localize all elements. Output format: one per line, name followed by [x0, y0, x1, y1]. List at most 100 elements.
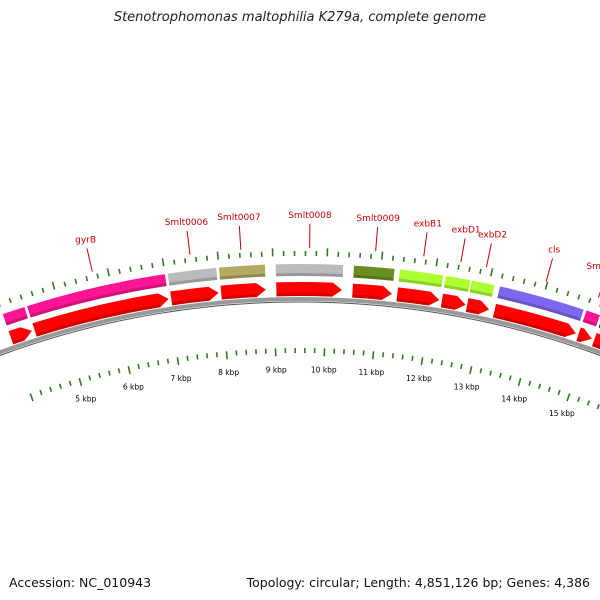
scale-labels: 5 kbp 6 kbp 7 kbp 8 kbp 9 kbp 10 kbp 11 kbp 12 … [75, 365, 575, 418]
gene-cls-feature-shade [497, 295, 581, 321]
inner-tick [78, 377, 83, 387]
inner-tick [420, 357, 424, 366]
inner-tick [499, 372, 502, 379]
inner-tick [372, 351, 375, 360]
inner-tick [508, 375, 512, 381]
gene-exbd2-label: exbD2 [478, 231, 507, 241]
inner-tick [137, 363, 140, 370]
gene-labels: gyrB Smlt0006 Smlt0007 Smlt0008 Smlt0009 exbB… [75, 211, 600, 298]
scale-label-5kbp: 5 kbp [75, 394, 96, 403]
inner-tick [88, 375, 92, 381]
gene-smlt0006-feature [167, 267, 218, 286]
inner-tick [547, 386, 551, 392]
gene-smlt0008-cds-shade [276, 293, 333, 297]
outer-tick [151, 262, 154, 269]
outer-tick [402, 256, 405, 262]
inner-tick [528, 380, 532, 386]
gene-gyrb-cds-arrow [32, 293, 169, 337]
gene-smlt0008-cds-arrow [276, 282, 343, 297]
outer-tick [500, 273, 504, 279]
outer-tick [63, 281, 67, 287]
gene-exbd1-feature-shade [444, 284, 469, 292]
scale-label-9kbp: 9 kbp [266, 365, 287, 374]
inner-tick [147, 362, 150, 368]
inner-tick [156, 360, 160, 366]
gene-smlt0009-leader [375, 227, 379, 252]
gene-unlabeled-0-cds-shade [12, 337, 25, 345]
gene-smlt0008-feature-shade [275, 273, 343, 278]
outer-tick [490, 268, 494, 277]
scale-label-8kbp: 8 kbp [218, 368, 239, 377]
inner-tick [176, 357, 180, 366]
outer-tick [511, 276, 515, 282]
gene-exbb1-feature [398, 269, 444, 288]
gene-smlt0007-feature-shade [219, 273, 266, 280]
outer-tick [106, 268, 110, 277]
map-title: Stenotrophomonas maltophilia K279a, comp… [113, 10, 487, 25]
inner-tick [577, 396, 581, 402]
inner-tick [411, 355, 414, 361]
inner-tick [39, 389, 43, 396]
outer-tick [424, 259, 427, 265]
outer-tick [533, 281, 537, 287]
outer-tick [41, 287, 45, 293]
gene-exbd2-leader [485, 243, 492, 268]
gene-exbb1-cds-shade [396, 298, 430, 306]
gene-cls-cds-shade [492, 314, 566, 337]
gene-smlt0014-label: Smlt0014 [586, 262, 600, 272]
gene-cls-label: cls [548, 246, 560, 256]
gene-unlabeled-11-cds-shade [591, 343, 600, 350]
outer-tick [85, 276, 89, 282]
outer-tick [391, 255, 395, 261]
inner-tick [479, 368, 483, 374]
outer-tick [173, 259, 176, 265]
inner-tick [440, 360, 444, 366]
gene-smlt0009-feature-shade [353, 274, 394, 281]
outer-tick [435, 258, 439, 267]
gene-cls-leader [545, 258, 554, 282]
gene-smlt0007-cds-shade [221, 294, 257, 300]
gene-exbd1-cds-shade [440, 304, 456, 310]
inner-tick [166, 358, 170, 364]
gene-exbd1-cds-arrow [440, 293, 466, 310]
outer-tick [96, 273, 100, 279]
gene-smlt0006-label: Smlt0006 [165, 218, 209, 228]
gene-exbd1-label: exbD1 [452, 226, 481, 236]
outer-tick [566, 290, 570, 297]
gene-smlt0014-feature [582, 310, 600, 327]
outer-tick [129, 266, 132, 272]
gene-smlt0007-leader [238, 225, 242, 250]
gene-exbb1-cds-arrow [396, 287, 440, 306]
gene-cls-feature [497, 286, 584, 321]
backbone [0, 296, 600, 357]
inner-tick [489, 370, 493, 376]
gene-smlt0009-feature [353, 265, 395, 281]
gene-gyrb-leader [86, 248, 93, 272]
inner-tick [68, 380, 72, 386]
gene-exbb1-leader [423, 232, 428, 257]
inner-tick [215, 352, 218, 358]
genome-summary-text: Topology: circular; Length: 4,851,126 bp… [246, 575, 590, 590]
outer-tick [161, 258, 165, 267]
outer-tick [51, 281, 56, 290]
gene-exbd2-feature-shade [469, 289, 493, 297]
scale-label-12kbp: 12 kbp [406, 374, 432, 383]
gene-smlt0007-cds-arrow [220, 283, 266, 300]
inner-tick [206, 353, 209, 359]
outer-tick [195, 256, 198, 262]
gene-smlt0007-label: Smlt0007 [217, 213, 260, 223]
inner-tick [596, 404, 600, 410]
inner-tick [469, 365, 473, 375]
outer-tick [19, 294, 23, 300]
gene-smlt0014-cds-arrow [576, 327, 592, 343]
gene-exbd2-cds-shade [465, 308, 479, 315]
scale-label-15kbp: 15 kbp [549, 409, 575, 418]
gene-cls-cds-arrow [492, 303, 576, 337]
inner-tick [196, 354, 199, 360]
gene-smlt0008-feature [275, 263, 344, 278]
gene-exbd2-feature [469, 280, 495, 297]
inner-tick [538, 383, 542, 389]
outer-tick [380, 251, 384, 260]
outer-tick [205, 255, 209, 261]
